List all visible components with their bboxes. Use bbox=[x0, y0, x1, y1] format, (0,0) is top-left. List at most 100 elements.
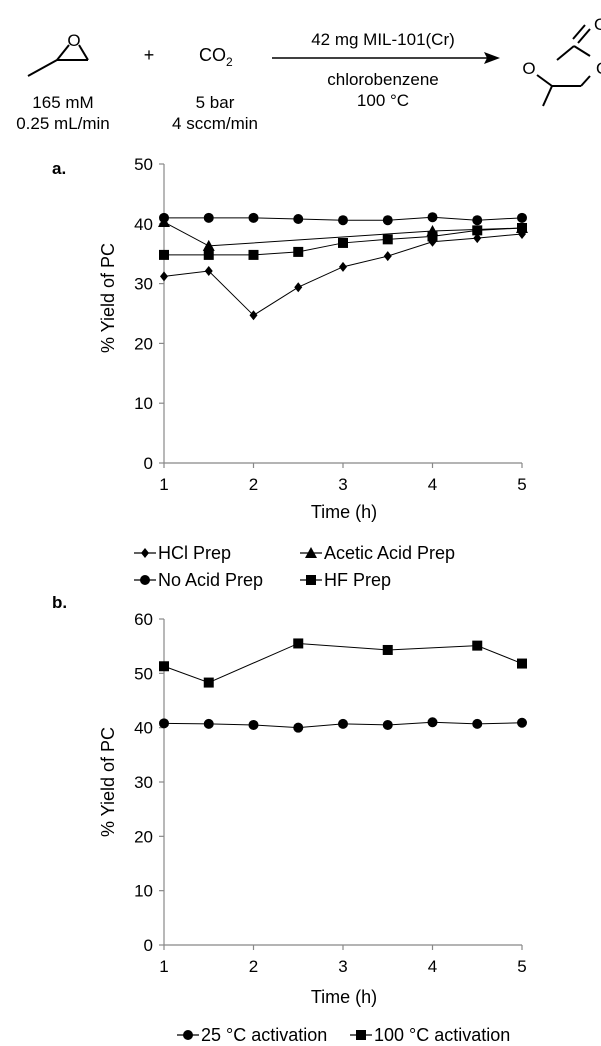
legend-marker bbox=[306, 575, 316, 585]
plus-sign: + bbox=[144, 45, 155, 65]
legend-marker bbox=[140, 575, 150, 585]
reaction-arrow-head bbox=[484, 52, 500, 64]
y-tick-label: 0 bbox=[144, 454, 153, 473]
epoxide-oxygen-label: O bbox=[67, 31, 80, 50]
carbonate-ring-bond bbox=[573, 45, 591, 57]
data-point bbox=[382, 215, 393, 226]
y-tick-label: 50 bbox=[134, 664, 153, 683]
y-axis-label: % Yield of PC bbox=[98, 727, 118, 837]
legend-entry: HCl Prep bbox=[158, 543, 231, 563]
data-point bbox=[473, 233, 482, 244]
x-axis-label: Time (h) bbox=[311, 502, 377, 522]
data-point bbox=[160, 271, 168, 282]
data-point bbox=[159, 212, 169, 223]
x-tick-label: 1 bbox=[159, 957, 168, 976]
epoxide-structure bbox=[27, 44, 89, 77]
legend-marker bbox=[183, 1030, 193, 1040]
data-point bbox=[204, 266, 213, 277]
series-line bbox=[163, 642, 523, 684]
data-point bbox=[159, 249, 169, 260]
data-point bbox=[338, 237, 348, 248]
epoxide-ring-bond bbox=[56, 44, 70, 61]
x-tick-label: 3 bbox=[338, 475, 347, 494]
carbonate-ring-bond bbox=[536, 74, 553, 87]
y-tick-label: 30 bbox=[134, 773, 153, 792]
y-tick-label: 20 bbox=[134, 827, 153, 846]
data-point bbox=[293, 722, 304, 733]
data-point bbox=[339, 261, 347, 272]
epoxide-methyl-bond bbox=[27, 59, 58, 77]
data-point bbox=[517, 212, 527, 223]
chart-legend: 25 °C activation 100 °C activation bbox=[177, 1025, 510, 1045]
data-point bbox=[202, 239, 215, 251]
y-tick-label: 10 bbox=[134, 882, 153, 901]
data-point bbox=[159, 661, 169, 672]
reactant1-flow-rate: 0.25 mL/min bbox=[16, 114, 110, 133]
legend-entry: No Acid Prep bbox=[158, 570, 263, 590]
panel-label: a. bbox=[52, 159, 66, 178]
y-tick-label: 50 bbox=[134, 155, 153, 174]
data-point bbox=[248, 719, 259, 730]
x-tick-label: 4 bbox=[428, 957, 437, 976]
data-point bbox=[472, 718, 483, 729]
x-tick-label: 2 bbox=[249, 475, 258, 494]
data-point bbox=[472, 225, 483, 236]
x-tick-label: 2 bbox=[249, 957, 258, 976]
data-point bbox=[203, 249, 214, 260]
chart-plot-area bbox=[158, 212, 528, 321]
chart-axes: 0 10 20 30 40 50 1 2 3 4 5 bbox=[134, 155, 527, 494]
data-point bbox=[248, 212, 259, 223]
x-tick-label: 5 bbox=[517, 957, 526, 976]
carbonate-ring-bond bbox=[556, 45, 575, 61]
solvent-label: chlorobenzene bbox=[327, 70, 439, 89]
data-point bbox=[203, 718, 214, 729]
data-point bbox=[203, 212, 214, 223]
y-tick-label: 10 bbox=[134, 394, 153, 413]
chart-panel-a: a. % Yield of PC Time (h) 0 10 20 30 40 50 1 2 3… bbox=[52, 155, 528, 590]
y-tick-label: 20 bbox=[134, 334, 153, 353]
co2-formula: CO2 bbox=[199, 45, 233, 69]
chart-axes: 0 10 20 30 40 50 60 1 2 3 4 5 bbox=[134, 610, 527, 976]
y-tick-label: 40 bbox=[134, 719, 153, 738]
data-point bbox=[293, 214, 304, 225]
panel-label: b. bbox=[52, 593, 67, 612]
reactant2-flow-rate: 4 sccm/min bbox=[172, 114, 258, 133]
propylene-carbonate-structure bbox=[536, 24, 591, 107]
carbonate-oxygen-label: O bbox=[522, 59, 535, 78]
reactant1-concentration: 165 mM bbox=[32, 93, 93, 112]
carbonate-ring-bond bbox=[580, 75, 591, 87]
legend-entry: 25 °C activation bbox=[201, 1025, 327, 1045]
x-tick-label: 5 bbox=[517, 475, 526, 494]
y-axis-label: % Yield of PC bbox=[98, 243, 118, 353]
data-point bbox=[427, 717, 438, 728]
carbonate-double-bond bbox=[572, 24, 586, 40]
carbonate-double-bond bbox=[577, 28, 591, 44]
data-point bbox=[293, 638, 304, 649]
data-point bbox=[383, 251, 392, 262]
data-point bbox=[427, 231, 438, 242]
data-point bbox=[293, 246, 304, 257]
y-tick-label: 0 bbox=[144, 936, 153, 955]
data-point bbox=[249, 310, 258, 321]
data-point bbox=[294, 282, 303, 293]
y-tick-label: 40 bbox=[134, 215, 153, 234]
legend-entry: 100 °C activation bbox=[374, 1025, 510, 1045]
reaction-scheme: O 165 mM 0.25 mL/min + CO2 5 bar 4 sccm/… bbox=[16, 15, 601, 133]
data-point bbox=[427, 212, 438, 223]
data-point bbox=[159, 718, 169, 729]
epoxide-ring-bond bbox=[78, 44, 89, 61]
carbonate-oxygen-label: O bbox=[594, 15, 601, 34]
y-tick-label: 30 bbox=[134, 275, 153, 294]
x-tick-label: 3 bbox=[338, 957, 347, 976]
data-point bbox=[517, 717, 527, 728]
legend-entry: HF Prep bbox=[324, 570, 391, 590]
data-point bbox=[517, 222, 527, 233]
x-tick-label: 4 bbox=[428, 475, 437, 494]
data-point bbox=[472, 215, 483, 226]
legend-marker bbox=[141, 548, 149, 558]
data-point bbox=[472, 640, 483, 651]
data-point bbox=[338, 215, 348, 226]
chart-legend: HCl Prep Acetic Acid Prep No Acid Prep HF P… bbox=[134, 543, 455, 590]
x-axis-label: Time (h) bbox=[311, 987, 377, 1007]
